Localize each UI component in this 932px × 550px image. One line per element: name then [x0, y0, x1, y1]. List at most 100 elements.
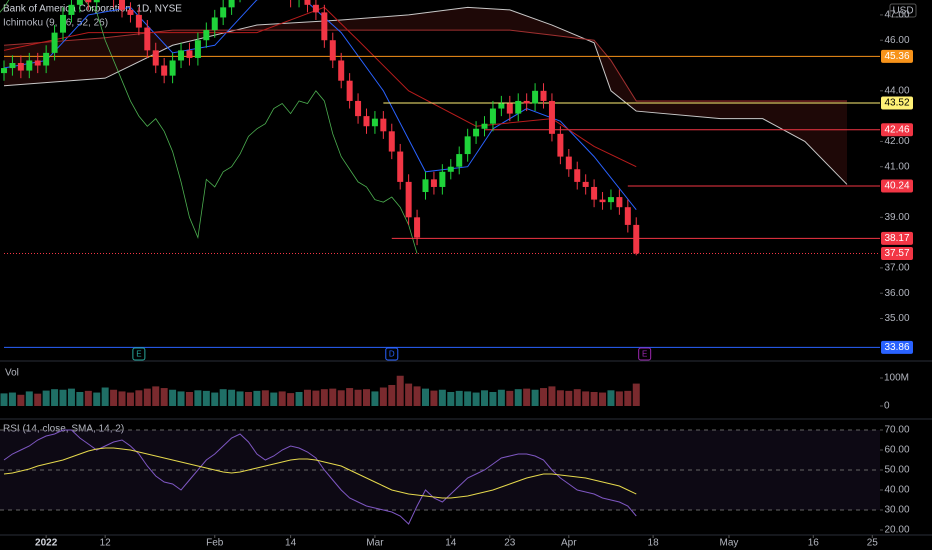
event-label: E [642, 350, 647, 359]
volume-bar [253, 390, 261, 406]
candle-body [405, 181, 412, 218]
volume-bar [590, 391, 598, 406]
candle-body [498, 103, 505, 109]
volume-bar [278, 391, 286, 406]
candle-body [203, 30, 210, 41]
price-level-box [881, 179, 913, 193]
volume-bar [270, 392, 278, 406]
rsi-tick-label: 50.00 [884, 465, 909, 476]
ichimoku-cloud [4, 7, 847, 185]
volume-bar [236, 391, 244, 406]
candle-body [228, 0, 235, 8]
y-tick-label: 36.00 [884, 288, 909, 299]
volume-bar [472, 392, 480, 406]
volume-bar [548, 386, 556, 406]
volume-bar [514, 389, 522, 406]
candle-body [346, 80, 353, 101]
price-level-label: 40.24 [884, 181, 909, 192]
candle-body [591, 186, 598, 200]
volume-bar [430, 390, 438, 406]
volume-bar [118, 391, 126, 406]
currency-label: USD [892, 6, 913, 17]
volume-bar [312, 390, 320, 406]
candle-body [1, 68, 7, 74]
y-tick-label: 37.00 [884, 263, 909, 274]
price-level-box [881, 49, 913, 63]
price-level-label: 42.46 [884, 124, 909, 135]
volume-bar [211, 392, 219, 406]
rsi-tick-label: 70.00 [884, 425, 909, 436]
volume-bar [413, 386, 421, 406]
candle-body [540, 90, 547, 101]
candle-body [397, 151, 404, 182]
candle-body [548, 100, 555, 134]
candle-body [515, 100, 522, 114]
volume-bar [506, 390, 514, 406]
volume-bar [447, 391, 455, 406]
price-level-box [881, 123, 913, 137]
candle-body [329, 40, 336, 61]
candle-body [481, 123, 488, 129]
volume-bar [464, 391, 472, 406]
volume-bar [422, 388, 429, 406]
volume-bar [228, 389, 236, 406]
volume-tick-label: 0 [884, 401, 890, 412]
volume-bar [329, 388, 337, 406]
rsi-tick-label: 60.00 [884, 445, 909, 456]
volume-bar [320, 389, 328, 406]
volume-bar [540, 388, 548, 406]
volume-bar [8, 392, 16, 406]
volume-bar [93, 392, 101, 406]
volume-bar [143, 388, 151, 406]
candle-body [68, 4, 75, 15]
candle-body [9, 62, 16, 69]
price-level-label: 37.57 [884, 248, 909, 259]
volume-bar [219, 389, 227, 406]
candle-body [633, 224, 640, 254]
candle-body [388, 131, 395, 152]
rsi-tick-label: 30.00 [884, 505, 909, 516]
volume-bar [295, 391, 303, 406]
volume-bar [438, 389, 446, 406]
volume-bar [110, 389, 118, 406]
volume-bar [371, 391, 379, 406]
candle-body [304, 0, 311, 5]
candle-body [211, 17, 218, 31]
candle-body [430, 179, 437, 187]
candle-body [523, 100, 530, 104]
candle-body [321, 12, 328, 41]
event-label: D [389, 350, 395, 359]
y-tick-label: 35.00 [884, 313, 909, 324]
candle-body [447, 166, 454, 172]
volume-bar [0, 393, 8, 406]
candle-body [85, 0, 92, 3]
candle-body [565, 156, 572, 170]
candle-body [26, 60, 33, 71]
y-tick-label: 39.00 [884, 212, 909, 223]
volume-bar [34, 393, 42, 406]
price-level-label: 33.86 [884, 342, 909, 353]
volume-bar [346, 388, 354, 406]
candle-body [76, 0, 83, 5]
candle-body [355, 100, 362, 117]
event-label: E [136, 350, 141, 359]
x-tick-label: 25 [867, 538, 879, 549]
rsi-line [3, 429, 637, 525]
candle-body [473, 128, 480, 137]
candle-body [119, 0, 126, 10]
volume-bar [396, 375, 404, 406]
candle-body [220, 7, 227, 18]
volume-bar [51, 389, 59, 406]
indicator-label: RSI (14, close, SMA, 14, 2) [3, 424, 124, 435]
candle-body [371, 118, 378, 127]
volume-bar [388, 384, 396, 406]
volume-bar [523, 388, 531, 406]
candle-body [574, 169, 581, 182]
candle-body [60, 14, 67, 33]
span-a-line [3, 6, 848, 185]
price-level-box [881, 96, 913, 110]
candle-body [582, 181, 589, 187]
volume-bar [194, 390, 202, 406]
volume-bar [455, 390, 463, 406]
